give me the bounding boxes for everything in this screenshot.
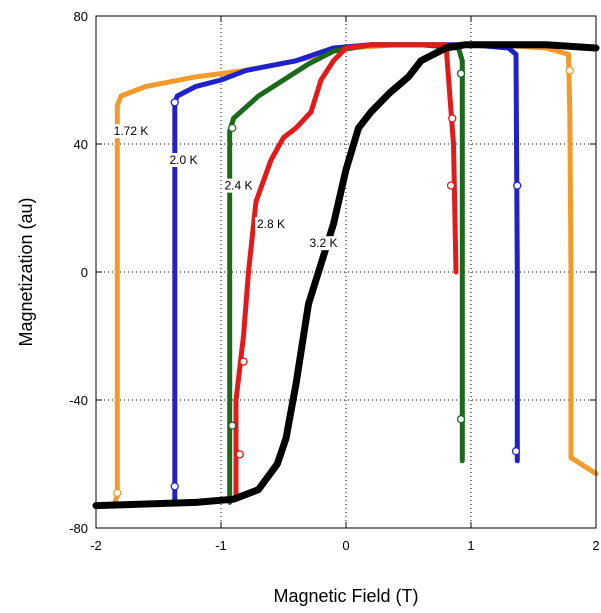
- data-point-marker: [511, 447, 521, 456]
- svg-text:1.72 K: 1.72 K: [114, 124, 149, 138]
- data-point-marker: [228, 123, 237, 133]
- x-tick-label: 0: [342, 538, 349, 553]
- x-tick-label: -2: [90, 538, 102, 553]
- series-line: [227, 42, 465, 505]
- y-tick-label: 40: [74, 137, 88, 152]
- series-line: [233, 42, 459, 499]
- data-point-marker: [565, 66, 574, 75]
- y-tick-label: 0: [81, 265, 88, 280]
- series-layer: [92, 41, 600, 510]
- series-label: 2.0 K: [167, 153, 200, 167]
- svg-text:2.4 K: 2.4 K: [224, 179, 252, 193]
- data-point-marker: [228, 421, 237, 430]
- data-point-marker: [456, 415, 466, 424]
- data-point-marker: [170, 482, 179, 491]
- data-point-marker: [170, 98, 179, 107]
- series-label: 2.4 K: [222, 178, 255, 193]
- y-tick-label: -80: [69, 521, 88, 536]
- x-tick-label: 1: [467, 538, 474, 553]
- x-tick-label: 2: [592, 538, 599, 553]
- svg-text:3.2 K: 3.2 K: [309, 236, 337, 250]
- data-point-marker: [513, 181, 522, 190]
- y-tick-label: -40: [69, 393, 88, 408]
- svg-text:2.0 K: 2.0 K: [169, 153, 197, 167]
- series-line: [172, 42, 520, 505]
- y-axis-title: Magnetization (au): [16, 197, 36, 346]
- x-tick-label: -1: [215, 538, 227, 553]
- data-point-marker: [113, 488, 122, 497]
- data-point-marker: [456, 69, 466, 78]
- series-label: 3.2 K: [307, 236, 340, 251]
- marker-layer: [113, 66, 574, 497]
- data-point-marker: [448, 114, 457, 123]
- y-tick-label: 80: [74, 9, 88, 24]
- tick-layer: -2 -1 0 1 2 -80 -40 0 40 80: [69, 9, 599, 553]
- data-point-marker: [446, 181, 456, 190]
- series-label: 2.8 K: [254, 217, 288, 231]
- grid-lines: [96, 16, 596, 528]
- series-label-layer: 1.72 K 2.0 K 2.4 K 2.8 K 3.2 K: [111, 124, 340, 251]
- series-line: [92, 41, 600, 510]
- svg-text:2.8 K: 2.8 K: [257, 217, 285, 231]
- data-point-marker: [235, 450, 244, 459]
- series-label: 1.72 K: [111, 124, 151, 139]
- x-axis-title: Magnetic Field (T): [273, 586, 418, 606]
- data-point-marker: [239, 357, 248, 366]
